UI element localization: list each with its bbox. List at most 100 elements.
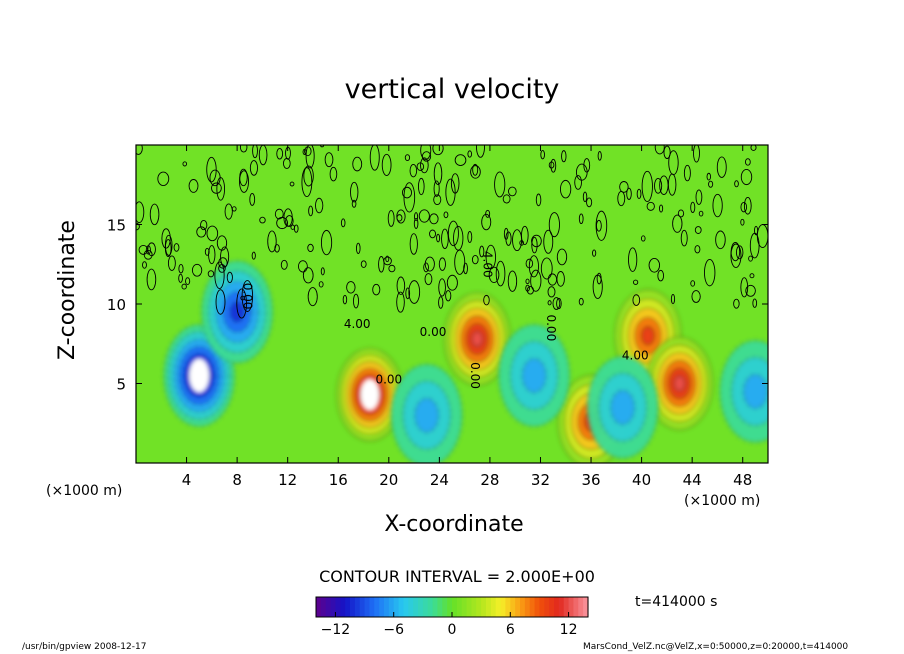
- colorbar-swatch-47: [539, 597, 545, 617]
- colorbar-swatch-18: [398, 597, 405, 617]
- x-axis-ticks: 4 8 12 16 20 24 28 32 36 40 44 48: [182, 145, 752, 489]
- colorbar-swatch-7: [345, 597, 351, 617]
- colorbar-swatch-46: [534, 597, 541, 617]
- upper-turbulence-contours: [136, 145, 768, 319]
- colorbar-swatch-54: [573, 597, 579, 617]
- colorbar-swatch-10: [359, 597, 366, 617]
- x-axis-label: X-coordinate: [384, 512, 524, 537]
- colorbar-swatch-3: [325, 597, 332, 617]
- colorbar-swatch-37: [490, 597, 497, 617]
- z-axis-unit: (×1000 m): [46, 483, 123, 499]
- contour-label-8: 0.00: [544, 314, 558, 341]
- feature-downdraft-8: [390, 364, 463, 463]
- colorbar-tick-label-5: 12: [560, 622, 578, 638]
- colorbar-swatch-25: [432, 597, 439, 617]
- colorbar-swatch-12: [369, 597, 375, 617]
- time-label: t=414000 s: [635, 594, 718, 610]
- contour-label-5: 0.00: [375, 373, 402, 387]
- colorbar-swatch-31: [461, 597, 468, 617]
- colorbar-swatch-2: [320, 597, 327, 617]
- colorbar-swatch-13: [374, 597, 380, 617]
- x-tick-label-3: 12: [278, 471, 297, 489]
- colorbar: −12 −6 0 6 12: [315, 596, 589, 638]
- x-tick-label-2: 8: [232, 471, 242, 489]
- colorbar-swatch-29: [452, 597, 458, 617]
- x-tick-label-11: 44: [683, 471, 702, 489]
- colorbar-swatch-40: [505, 597, 511, 617]
- colorbar-swatch-32: [466, 597, 473, 617]
- colorbar-swatch-26: [437, 597, 443, 617]
- footer-program: /usr/bin/gpview 2008-12-17: [22, 642, 147, 652]
- colorbar-swatch-50: [554, 597, 560, 617]
- colorbar-swatch-36: [486, 597, 492, 617]
- colorbar-swatch-4: [330, 597, 337, 617]
- x-tick-label-4: 16: [329, 471, 348, 489]
- colorbar-swatch-55: [578, 597, 584, 617]
- feature-downdraft-11: [719, 340, 768, 443]
- chart-title: vertical velocity: [344, 74, 560, 105]
- x-tick-label-6: 24: [430, 471, 449, 489]
- colorbar-swatch-14: [379, 597, 385, 617]
- colorbar-swatch-19: [403, 597, 409, 617]
- x-tick-label-10: 40: [632, 471, 651, 489]
- plot-area: [136, 145, 768, 463]
- contour-interval-label: CONTOUR INTERVAL = 2.000E+00: [319, 567, 595, 586]
- colorbar-swatch-23: [422, 597, 429, 617]
- contour-label-1: 4.00: [344, 317, 371, 331]
- x-tick-label-9: 36: [581, 471, 600, 489]
- colorbar-swatch-49: [549, 597, 555, 617]
- feature-updraft-2: [444, 292, 511, 386]
- colorbar-tick-label-4: 6: [506, 622, 515, 638]
- y-tick-label-2: 10: [107, 296, 126, 314]
- x-tick-label-8: 32: [531, 471, 550, 489]
- colorbar-swatch-15: [384, 597, 390, 617]
- feature-updraft-1: [336, 348, 404, 442]
- x-tick-label-5: 20: [379, 471, 398, 489]
- colorbar-swatch-20: [408, 597, 414, 617]
- colorbar-swatch-43: [520, 597, 526, 617]
- colorbar-swatch-41: [510, 597, 516, 617]
- x-tick-label-1: 4: [182, 471, 192, 489]
- contour-labels: 4.00 4.00 4.00 0.00 0.00 0.00 0.00 0.00: [240, 251, 648, 389]
- colorbar-tick-label-2: −6: [383, 622, 404, 638]
- x-axis-unit: (×1000 m): [684, 493, 761, 509]
- colorbar-swatch-21: [413, 597, 419, 617]
- footer-source: MarsCond_VelZ.nc@VelZ,x=0:50000,z=0:2000…: [583, 642, 849, 652]
- colorbar-swatch-22: [418, 597, 424, 617]
- colorbar-tick-label-3: 0: [448, 622, 457, 638]
- colorbar-swatch-28: [447, 597, 453, 617]
- y-tick-label-1: 5: [116, 376, 126, 394]
- y-axis-label: Z-coordinate: [55, 220, 80, 360]
- colorbar-swatch-1: [316, 597, 322, 617]
- colorbar-swatch-35: [481, 597, 487, 617]
- colorbar-swatch-33: [471, 597, 477, 617]
- x-tick-label-7: 28: [480, 471, 499, 489]
- colorbar-tick-label-1: −12: [321, 622, 351, 638]
- colorbar-swatch-45: [529, 597, 536, 617]
- feature-downdraft-10: [586, 356, 659, 459]
- y-tick-label-3: 15: [107, 217, 126, 235]
- feature-downdraft-6: [163, 324, 235, 427]
- colorbar-swatch-34: [476, 597, 482, 617]
- contour-label-4: 0.00: [468, 362, 482, 389]
- feature-updraft-5: [646, 336, 713, 431]
- contour-label-2: 4.00: [481, 251, 495, 278]
- feature-downdraft-9: [498, 324, 570, 427]
- colorbar-swatch-8: [350, 597, 356, 617]
- feature-downdraft-7: [201, 260, 273, 364]
- colorbar-swatch-42: [515, 597, 521, 617]
- contour-label-6: 0.00: [240, 283, 254, 310]
- colorbar-swatch-6: [340, 597, 346, 617]
- colorbar-swatch-24: [427, 597, 434, 617]
- colorbar-swatch-39: [500, 597, 507, 617]
- colorbar-swatch-16: [388, 597, 395, 617]
- colorbar-swatch-17: [393, 597, 400, 617]
- colorbar-swatch-51: [558, 597, 565, 617]
- colorbar-swatch-38: [495, 597, 502, 617]
- colorbar-swatch-53: [568, 597, 575, 617]
- colorbar-swatch-11: [364, 597, 371, 617]
- colorbar-swatch-27: [442, 597, 448, 617]
- colorbar-swatch-30: [456, 597, 463, 617]
